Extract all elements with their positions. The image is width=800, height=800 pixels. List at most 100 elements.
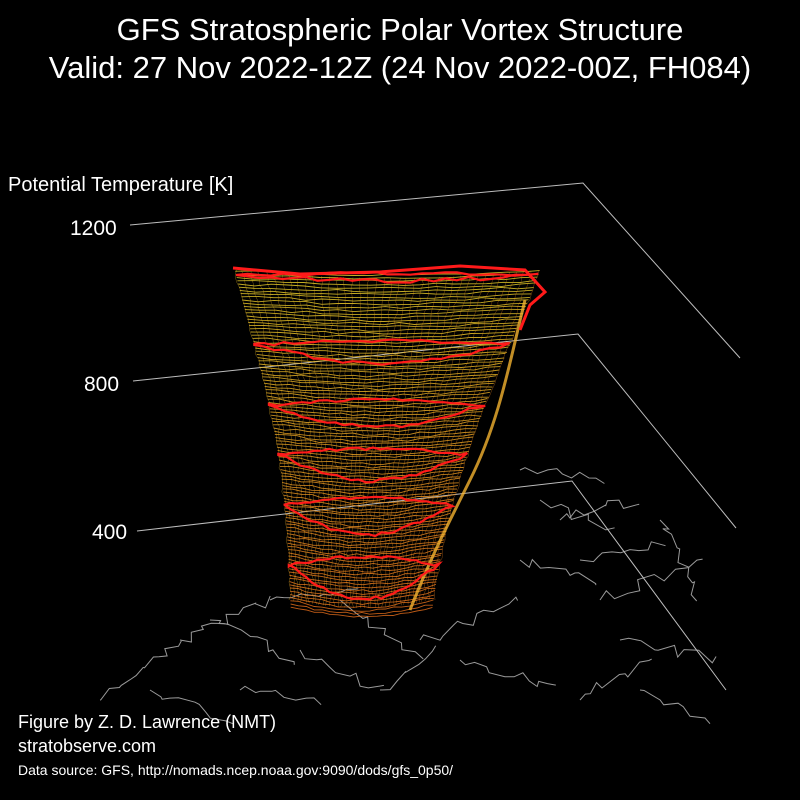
data-source: Data source: GFS, http://nomads.ncep.noa… [18, 762, 454, 778]
surface-contour [289, 587, 436, 599]
surface-contour [260, 369, 500, 378]
surface-contour [282, 485, 458, 495]
surface-streak [377, 277, 424, 608]
coastline [269, 588, 359, 601]
coastline [639, 689, 711, 725]
website-credit: stratobserve.com [18, 736, 157, 756]
surface-streak [419, 272, 510, 603]
surface-streak [272, 273, 310, 604]
surface-streak [399, 275, 471, 606]
surface-contour [283, 491, 457, 502]
surface-contour [285, 520, 449, 531]
z-tick-label: 800 [84, 373, 120, 396]
surface-contour [287, 548, 443, 560]
surface-streak [415, 272, 503, 604]
surface-contour [287, 541, 444, 554]
surface-streak [381, 277, 430, 608]
surface-contour [240, 293, 532, 299]
surface-contour [248, 321, 520, 328]
axis-frame-line [132, 333, 737, 529]
surface-contour [258, 360, 504, 368]
surface-streak [385, 276, 440, 607]
vortex-edge-contour [277, 446, 468, 484]
surface-contour [290, 599, 434, 612]
surface-seam [408, 299, 527, 611]
surface-contour [247, 318, 521, 326]
surface-streak [360, 277, 385, 609]
surface-contour [242, 299, 529, 306]
surface-streak [369, 277, 407, 608]
surface-contour [257, 357, 505, 364]
coastline [99, 640, 182, 701]
surface-contour [245, 312, 524, 319]
coastline [599, 558, 703, 601]
coastline [179, 595, 271, 643]
surface-contour [244, 308, 525, 316]
surface-streak [304, 275, 326, 606]
surface-contour [270, 411, 483, 420]
surface-contour [263, 379, 496, 387]
surface-contour [289, 581, 437, 593]
surface-contour [284, 507, 452, 517]
surface-contour [265, 389, 492, 397]
surface-contour [252, 337, 513, 344]
surface-contour [253, 341, 512, 348]
surface-contour [278, 456, 467, 466]
surface-streak [340, 277, 348, 608]
surface-contour [287, 545, 444, 557]
surface-streak [424, 271, 524, 602]
surface-contour [269, 405, 485, 414]
surface-contour [259, 362, 502, 371]
surface-contour [284, 504, 453, 514]
vortex-edge-contour [253, 338, 511, 366]
surface-streak [266, 272, 307, 603]
surface-streak [336, 276, 343, 607]
surface-contour [262, 375, 497, 384]
coastlines [99, 467, 717, 725]
surface-contour [238, 282, 536, 289]
surface-contour [273, 427, 477, 436]
surface-streak [241, 270, 295, 601]
surface-contour [284, 499, 454, 511]
coastline [619, 637, 717, 664]
surface-contour [288, 568, 439, 579]
surface-streak [327, 276, 339, 607]
surface-contour [289, 574, 438, 586]
surface-streak [388, 276, 448, 607]
surface-contour [263, 382, 494, 391]
surface-contour [269, 407, 484, 417]
surface-contour [268, 400, 487, 409]
surface-contour [277, 446, 470, 456]
surface-contour [243, 302, 528, 309]
coastline [559, 499, 640, 521]
surface-contour [272, 420, 479, 429]
surface-contour [290, 606, 433, 618]
coastline [419, 596, 519, 641]
surface-streak [311, 275, 330, 606]
surface-streak [257, 271, 303, 602]
author-credit: Figure by Z. D. Lawrence (NMT) [18, 712, 277, 732]
surface-contour [275, 436, 474, 445]
surface-contour [285, 512, 451, 523]
surface-contour [272, 424, 478, 432]
surface-streak [347, 277, 362, 608]
coastline [519, 558, 597, 586]
surface-contour [235, 273, 539, 280]
z-tick-label: 1200 [70, 217, 117, 240]
coastline [459, 659, 556, 688]
surface-contour [255, 346, 509, 355]
surface-contour [285, 510, 452, 521]
surface-streak [374, 277, 416, 608]
surface-streak [288, 274, 318, 605]
surface-contour [288, 564, 440, 576]
coastline [579, 541, 666, 563]
coastline [659, 519, 698, 602]
surface-contour [276, 443, 472, 452]
vortex-surface [235, 270, 540, 618]
coastline [379, 645, 437, 691]
surface-contour [288, 558, 441, 569]
surface-contour [283, 493, 456, 505]
axis-frame-line [129, 182, 741, 359]
surface-contour [274, 433, 475, 443]
surface-contour [249, 324, 518, 332]
